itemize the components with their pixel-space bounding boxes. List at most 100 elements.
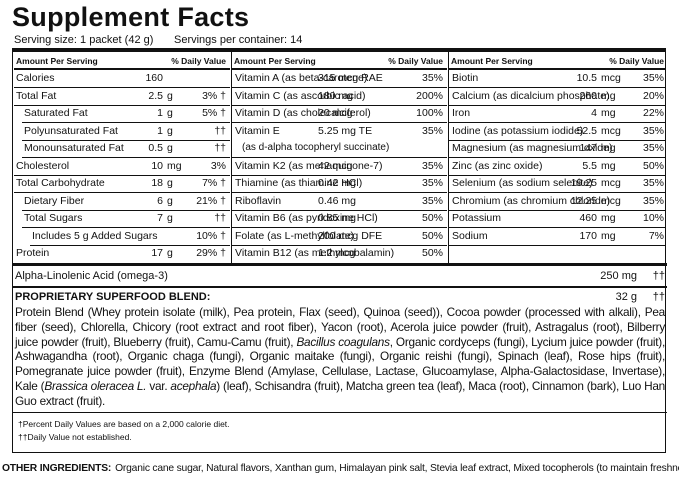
rule <box>14 87 230 88</box>
rule <box>22 122 230 123</box>
alpha-name: Alpha-Linolenic Acid (omega-3) <box>15 270 168 282</box>
unit: mg <box>167 159 182 172</box>
daily-value: 35% <box>421 159 443 172</box>
daily-value: 7% <box>648 229 664 242</box>
rule <box>448 52 449 264</box>
other-ingredients: OTHER INGREDIENTS: Organic cane sugar, Na… <box>2 463 679 474</box>
nutrient-name: Calcium (as dicalcium phosphate) <box>452 89 610 102</box>
daily-value: 10% <box>642 212 664 225</box>
amount: 7 <box>157 212 163 225</box>
nutrient-name: Vitamin B12 (as methylcobalamin) <box>235 247 395 260</box>
other-ingredients-text: Organic cane sugar, Natural flavors, Xan… <box>115 463 679 474</box>
daily-value: 35% <box>642 72 664 85</box>
daily-value: 35% <box>421 194 443 207</box>
unit: mcg <box>601 194 621 207</box>
amount: 0.85 mg <box>318 212 356 225</box>
rule <box>12 263 667 266</box>
other-ingredients-label: OTHER INGREDIENTS: <box>2 463 112 474</box>
dv-header: % Daily Value <box>171 56 226 66</box>
nutrient-name: Riboflavin <box>235 194 282 207</box>
rule <box>449 227 666 228</box>
nutrient-name: Iron <box>452 107 471 120</box>
blend-segment: var. <box>146 378 171 393</box>
nutrient-note: (as d-alpha tocopheryl succinate) <box>242 142 390 154</box>
rule <box>231 52 232 264</box>
daily-value: 3% † <box>202 89 226 102</box>
amount: 260 <box>579 89 597 102</box>
nutrient-name: Total Sugars <box>24 212 83 225</box>
rule <box>232 174 447 176</box>
unit: mg <box>601 229 616 242</box>
daily-value: †† <box>214 212 226 225</box>
dv-header: % Daily Value <box>609 56 664 66</box>
amount: 1 <box>157 107 163 120</box>
rule <box>14 104 230 106</box>
rule <box>232 68 447 70</box>
amount: 52.5 <box>576 124 597 137</box>
rule <box>22 139 230 141</box>
unit: mg <box>601 107 616 120</box>
daily-value: †† <box>214 142 226 155</box>
amount: 460 <box>579 212 597 225</box>
daily-value: 50% <box>642 159 664 172</box>
blend-amount: 32 g <box>615 291 637 303</box>
unit: mg <box>601 212 616 225</box>
alpha-dv: †† <box>652 270 665 282</box>
unit: mg <box>601 159 616 172</box>
amount-header: Amount Per Serving <box>451 56 533 66</box>
blend-segment: Bacillus coagulans <box>296 334 390 349</box>
daily-value: 35% <box>642 124 664 137</box>
nutrient-name: Total Carbohydrate <box>16 177 105 190</box>
blend-segment: , Organic cordyceps (fungi), Lycium juic… <box>15 334 665 393</box>
nutrient-name: Calories <box>16 72 55 85</box>
rule <box>14 68 230 70</box>
amount: 20 mcg <box>318 107 353 120</box>
blend-dv: †† <box>652 291 665 303</box>
amount: 315 mcg RAE <box>318 72 383 85</box>
blend-segment: acephala <box>170 378 217 393</box>
blend-ingredients: Protein Blend (Whey protein isolate (mil… <box>15 305 665 409</box>
daily-value: 7% † <box>202 177 226 190</box>
daily-value: 22% <box>642 107 664 120</box>
amount: 0.46 mg <box>318 194 356 207</box>
rule <box>22 157 230 158</box>
nutrient-name: Folate (as L-methylfolate) <box>235 229 355 242</box>
nutrient-name: Potassium <box>452 212 502 225</box>
amount: 0.5 <box>148 142 163 155</box>
rule <box>449 209 666 211</box>
nutrient-name: Vitamin K2 (as menaquinone-7) <box>235 159 383 172</box>
unit: g <box>167 142 173 155</box>
blend-segment: Protein Blend (Whey protein isolate (mil… <box>15 305 665 349</box>
daily-value: 5% † <box>202 107 226 120</box>
amount: 200 mcg DFE <box>318 229 383 242</box>
nutrient-name: Zinc (as zinc oxide) <box>452 159 543 172</box>
dv-header: % Daily Value <box>388 56 443 66</box>
amount: 2.5 <box>148 89 163 102</box>
servings-per-container: Servings per container: 14 <box>174 34 303 46</box>
daily-value: 20% <box>642 89 664 102</box>
footnote: ††Daily Value not established. <box>18 432 132 442</box>
nutrient-name: Cholesterol <box>16 159 70 172</box>
rule <box>449 192 666 193</box>
unit: mcg <box>601 72 621 85</box>
daily-value: 50% <box>421 247 443 260</box>
nutrient-name: Total Fat <box>16 89 57 102</box>
blend-segment: Brassica oleracea L. <box>44 378 147 393</box>
rule <box>232 157 447 158</box>
rule <box>232 227 447 228</box>
daily-value: 21% † <box>196 194 226 207</box>
amount: 180 mg <box>318 89 354 102</box>
nutrient-name: Dietary Fiber <box>24 194 85 207</box>
rule <box>449 104 666 106</box>
nutrient-name: Chromium (as chromium chloride) <box>452 194 611 207</box>
daily-value: 35% <box>421 72 443 85</box>
nutrient-name: Vitamin E <box>235 124 280 137</box>
unit: mcg <box>601 177 621 190</box>
daily-value: 35% <box>642 177 664 190</box>
rule <box>449 244 666 246</box>
daily-value: 35% <box>421 177 443 190</box>
amount: 10.5 <box>576 72 597 85</box>
amount: 160 <box>145 72 163 85</box>
daily-value: 35% <box>642 142 664 155</box>
rule <box>22 209 230 211</box>
